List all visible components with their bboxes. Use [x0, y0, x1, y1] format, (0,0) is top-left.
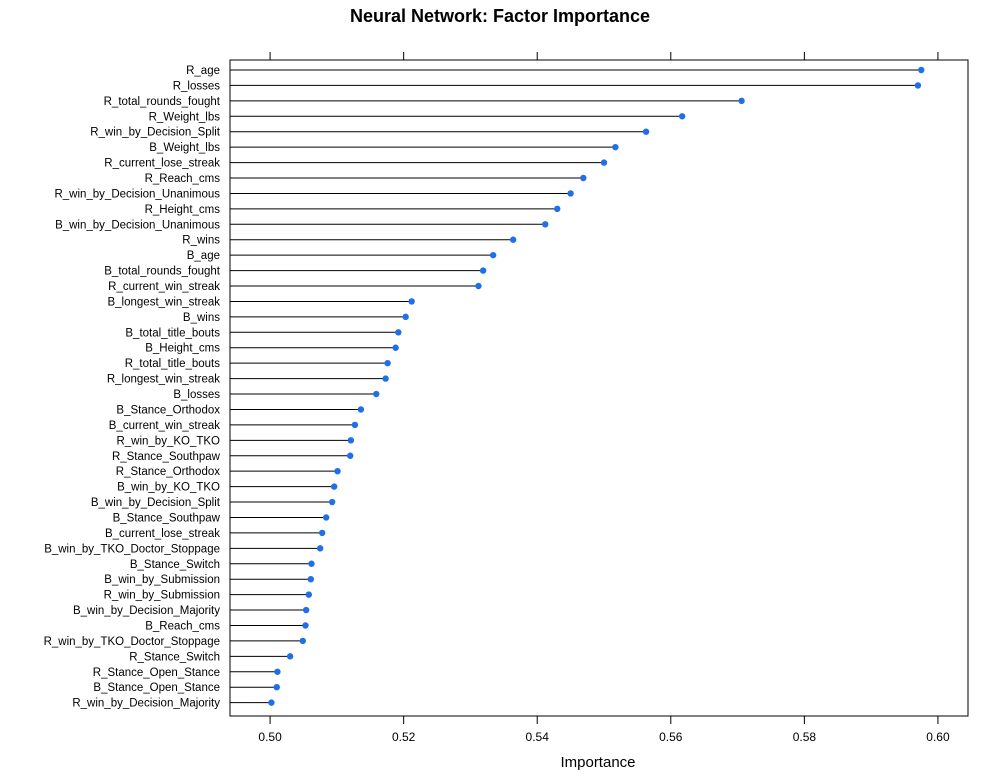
- x-tick-label: 0.58: [793, 730, 817, 744]
- x-axis-bottom: 0.50 0.52 0.54 0.56 0.58 0.60: [258, 716, 950, 744]
- data-point: [678, 113, 686, 120]
- category-label: B_win_by_TKO_Doctor_Stoppage: [44, 543, 220, 555]
- category-label: R_Height_cms: [145, 204, 221, 216]
- category-label: B_Stance_Southpaw: [113, 512, 221, 524]
- category-label: R_win_by_Submission: [104, 590, 220, 602]
- data-point: [347, 437, 355, 444]
- data-point: [402, 313, 409, 321]
- category-label: R_Stance_Switch: [129, 651, 220, 663]
- data-point: [542, 221, 549, 228]
- category-label: B_Stance_Orthodox: [116, 404, 220, 416]
- data-point: [273, 684, 280, 691]
- category-label: B_longest_win_streak: [107, 296, 220, 308]
- data-point: [382, 375, 389, 382]
- data-point: [580, 174, 587, 182]
- category-label: B_current_win_streak: [109, 420, 220, 432]
- category-label: R_win_by_Decision_Majority: [72, 698, 220, 710]
- category-label: R_Weight_lbs: [149, 111, 221, 123]
- category-label: B_current_lose_streak: [105, 528, 220, 540]
- category-label: B_losses: [173, 389, 220, 401]
- x-axis-top-ticks: [269, 52, 939, 60]
- category-label: B_Stance_Switch: [130, 559, 220, 571]
- data-point: [554, 205, 561, 213]
- data-point: [373, 390, 380, 398]
- category-label: B_Weight_lbs: [149, 142, 220, 154]
- data-point: [334, 467, 341, 475]
- category-label: R_Stance_Southpaw: [112, 451, 221, 463]
- category-label: B_Stance_Open_Stance: [93, 682, 220, 694]
- data-point: [918, 66, 925, 74]
- data-point: [392, 344, 399, 351]
- data-point: [642, 128, 650, 135]
- data-point: [302, 622, 309, 629]
- data-point: [475, 282, 482, 290]
- category-label: B_Height_cms: [145, 343, 220, 355]
- category-label: R_age: [186, 65, 220, 77]
- category-label: R_win_by_Decision_Split: [90, 127, 221, 139]
- category-label: R_total_title_bouts: [125, 358, 221, 370]
- category-label: R_Stance_Open_Stance: [93, 667, 220, 679]
- category-label: B_win_by_Decision_Majority: [73, 605, 220, 617]
- data-point: [384, 359, 391, 367]
- data-point: [268, 699, 275, 706]
- data-point: [567, 190, 574, 197]
- category-label: R_win_by_Decision_Unanimous: [54, 188, 220, 200]
- category-label: B_Reach_cms: [145, 620, 220, 632]
- x-tick-label: 0.50: [258, 730, 282, 744]
- category-label: B_wins: [183, 312, 220, 324]
- category-label: B_total_rounds_fought: [104, 266, 221, 278]
- data-point: [299, 637, 306, 645]
- data-point: [307, 575, 315, 583]
- data-point: [302, 606, 310, 614]
- x-tick-label: 0.54: [526, 730, 550, 744]
- category-label: R_current_lose_streak: [104, 158, 220, 170]
- plot-frame: [229, 59, 969, 717]
- data-point: [600, 159, 608, 166]
- data-point: [286, 653, 294, 660]
- data-point: [305, 591, 313, 598]
- data-point: [509, 236, 517, 243]
- x-axis-label: Importance: [560, 754, 635, 771]
- category-label: R_wins: [182, 235, 220, 247]
- data-point: [612, 143, 619, 151]
- x-tick-label: 0.60: [926, 730, 950, 744]
- category-labels: R_age R_losses R_total_rounds_fought R_Weig…: [44, 65, 221, 710]
- category-label: R_win_by_KO_TKO: [116, 435, 220, 447]
- data-point: [408, 298, 415, 305]
- data-point: [330, 483, 338, 490]
- points: [268, 66, 925, 706]
- data-point: [316, 545, 324, 552]
- category-label: B_win_by_Decision_Split: [91, 497, 221, 509]
- category-label: B_age: [187, 250, 220, 262]
- data-point: [318, 529, 326, 537]
- data-point: [357, 406, 365, 413]
- category-label: R_Reach_cms: [145, 173, 221, 185]
- data-point: [322, 514, 330, 521]
- chart-title: Neural Network: Factor Importance: [350, 6, 650, 26]
- stems: [230, 69, 922, 704]
- category-label: B_win_by_KO_TKO: [117, 482, 220, 494]
- category-label: R_Stance_Orthodox: [116, 466, 220, 478]
- data-point: [738, 97, 745, 105]
- category-label: B_win_by_Decision_Unanimous: [55, 219, 220, 231]
- data-point: [395, 329, 402, 336]
- category-label: B_total_title_bouts: [125, 327, 220, 339]
- category-label: R_total_rounds_fought: [104, 96, 221, 108]
- data-point: [914, 82, 922, 89]
- data-point: [274, 668, 281, 675]
- data-point: [347, 452, 354, 459]
- data-point: [351, 421, 359, 429]
- x-tick-label: 0.52: [392, 730, 416, 744]
- category-label: R_win_by_TKO_Doctor_Stoppage: [44, 636, 220, 648]
- category-label: R_losses: [173, 80, 221, 92]
- data-point: [328, 498, 336, 506]
- category-label: R_current_win_streak: [108, 281, 220, 293]
- category-label: B_win_by_Submission: [104, 574, 220, 586]
- category-label: R_longest_win_streak: [107, 374, 220, 386]
- data-point: [479, 267, 487, 274]
- data-point: [489, 251, 497, 259]
- data-point: [308, 560, 315, 567]
- x-tick-label: 0.56: [659, 730, 683, 744]
